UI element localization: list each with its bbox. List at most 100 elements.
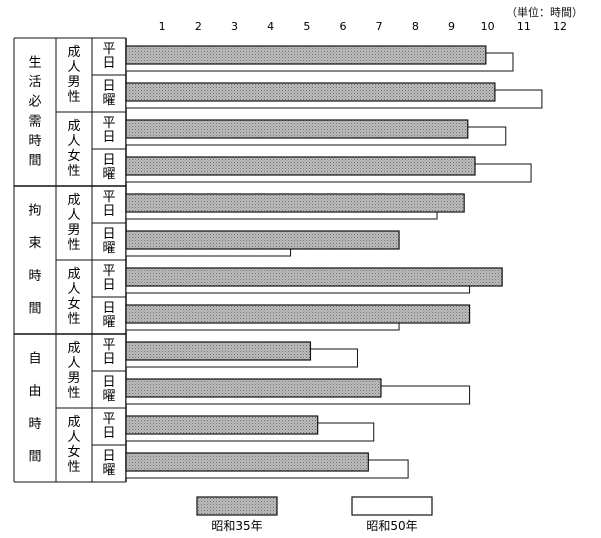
day-label-char: 日 (102, 352, 115, 367)
day-label: 平日 (102, 190, 115, 219)
category-label-char: 必 (28, 95, 41, 110)
legend-label-showa50: 昭和50年 (366, 519, 417, 533)
x-tick-label: 10 (481, 20, 495, 33)
category-label-char: 拘 (28, 204, 41, 219)
bar-showa35 (125, 230, 400, 250)
person-label-char: 人 (67, 134, 80, 149)
day-label-char: 平 (102, 190, 115, 205)
category-label-char: 間 (28, 302, 41, 317)
x-tick-label: 8 (412, 20, 419, 33)
day-label-char: 曜 (102, 463, 115, 478)
category-label-char: 時 (28, 269, 41, 284)
person-label-char: 人 (67, 60, 80, 75)
person-label-char: 性 (67, 238, 80, 253)
day-label: 平日 (102, 42, 115, 71)
day-label-char: 曜 (102, 93, 115, 108)
person-label-char: 性 (67, 460, 80, 475)
chart-frame (13, 37, 127, 483)
category-label-char: 時 (28, 417, 41, 432)
person-label-char: 成 (67, 341, 80, 356)
x-tick-label: 9 (448, 20, 455, 33)
category-label-char: 生 (28, 56, 41, 71)
category-label-char: 時 (28, 134, 41, 149)
day-label-char: 日 (102, 79, 115, 94)
day-label-char: 日 (102, 56, 115, 71)
day-label: 平日 (102, 338, 115, 367)
bar-showa35 (125, 119, 469, 139)
x-tick-label: 1 (159, 20, 166, 33)
day-label-char: 日 (102, 227, 115, 242)
legend-swatch-showa50 (351, 496, 433, 516)
day-label: 日曜 (102, 79, 115, 108)
day-label-char: 曜 (102, 241, 115, 256)
person-label-char: 性 (67, 312, 80, 327)
category-label-char: 間 (28, 154, 41, 169)
x-tick-label: 5 (303, 20, 310, 33)
day-label-char: 平 (102, 116, 115, 131)
day-label-char: 平 (102, 42, 115, 57)
bar-showa35 (125, 415, 319, 435)
legend-label-showa35: 昭和35年 (211, 519, 262, 533)
person-label-char: 人 (67, 430, 80, 445)
person-label-char: 女 (67, 148, 80, 164)
bar-showa35 (125, 82, 496, 102)
bar-showa35 (125, 193, 465, 213)
row-labels: 生活必需時間成人男性平日日曜成人女性平日日曜拘束時間成人男性平日日曜成人女性平日… (28, 42, 115, 478)
person-label-char: 男 (67, 371, 80, 386)
person-label-char: 成 (67, 267, 80, 282)
day-label-char: 日 (102, 375, 115, 390)
person-label-char: 性 (67, 90, 80, 105)
person-label-char: 成 (67, 119, 80, 134)
person-label-char: 男 (67, 75, 80, 90)
x-tick-label: 2 (195, 20, 202, 33)
person-label-char: 成 (67, 415, 80, 430)
day-label: 日曜 (102, 375, 115, 404)
x-axis-ticks: 1 2 3 4 5 6 7 8 9 10 11 12 (159, 20, 567, 33)
bar-showa35 (125, 378, 382, 398)
day-label: 平日 (102, 412, 115, 441)
person-label-char: 性 (67, 386, 80, 401)
bar-showa35 (125, 341, 312, 361)
x-tick-label: 12 (553, 20, 567, 33)
bar-showa35 (125, 267, 503, 287)
person-label-char: 女 (67, 444, 80, 460)
day-label-char: 平 (102, 412, 115, 427)
category-label-char: 間 (28, 450, 41, 465)
x-tick-label: 6 (340, 20, 347, 33)
category-label-char: 自 (28, 352, 41, 367)
category-label-char: 需 (28, 114, 41, 129)
category-label-char: 活 (28, 75, 41, 90)
day-label-char: 曜 (102, 389, 115, 404)
day-label: 平日 (102, 116, 115, 145)
day-label-char: 日 (102, 426, 115, 441)
day-label-char: 平 (102, 338, 115, 353)
unit-label: （単位：時間） (506, 6, 583, 19)
bar-showa35 (125, 45, 487, 65)
day-label-char: 日 (102, 130, 115, 145)
bar-showa35 (125, 156, 476, 176)
bar-showa35 (125, 452, 369, 472)
day-label: 日曜 (102, 153, 115, 182)
day-label-char: 日 (102, 204, 115, 219)
person-label-char: 女 (67, 296, 80, 312)
day-label-char: 曜 (102, 167, 115, 182)
person-label-char: 男 (67, 223, 80, 238)
day-label-char: 平 (102, 264, 115, 279)
person-label-char: 性 (67, 164, 80, 179)
day-label-char: 日 (102, 301, 115, 316)
day-label-char: 曜 (102, 315, 115, 330)
day-label-char: 日 (102, 278, 115, 293)
person-label-char: 成 (67, 193, 80, 208)
x-tick-label: 11 (517, 20, 531, 33)
x-tick-label: 3 (231, 20, 238, 33)
day-label: 日曜 (102, 449, 115, 478)
